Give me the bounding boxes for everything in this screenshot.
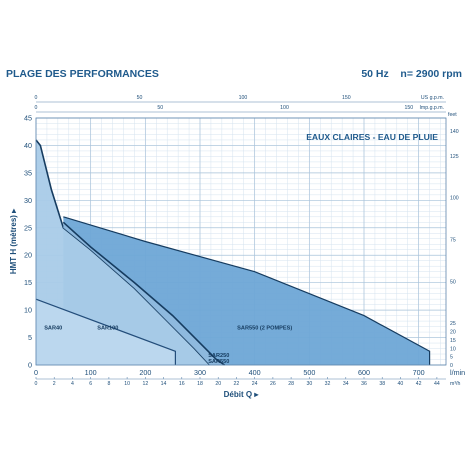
m3h-tick-label: 0 [35, 381, 38, 387]
frequency-label: 50 Hz [361, 68, 389, 80]
x-tick-label: 700 [413, 368, 425, 377]
feet-tick-label: 20 [450, 330, 456, 336]
y-tick-label: 40 [24, 141, 32, 150]
m3h-unit-label: m³/h [450, 381, 460, 387]
m3h-tick-label: 26 [270, 381, 276, 387]
x-tick-label: 200 [139, 368, 151, 377]
m3h-tick-label: 2 [53, 381, 56, 387]
m3h-tick-label: 12 [142, 381, 148, 387]
series-line-3 [62, 221, 226, 366]
y-tick-label: 25 [24, 223, 32, 232]
speed-label: 50 Hz n= 2900 rpm [361, 68, 462, 80]
feet-tick-label: 0 [450, 363, 453, 369]
series-label-4: SAR550 (2 POMPES) [237, 325, 292, 331]
rpm-label: n= 2900 rpm [400, 68, 462, 80]
usgpm-unit-label: US g.p.m. [421, 95, 444, 101]
y-tick-label: 30 [24, 196, 32, 205]
feet-tick-label: 25 [450, 321, 456, 327]
x-tick-label: 600 [358, 368, 370, 377]
m3h-tick-label: 30 [306, 381, 312, 387]
m3h-tick-label: 6 [89, 381, 92, 387]
y-tick-label: 35 [24, 168, 32, 177]
series-label-1: SAR40 [44, 325, 62, 331]
m3h-tick-label: 4 [71, 381, 74, 387]
x-axis-title: Débit Q ▸ [224, 390, 260, 399]
y-tick-label: 45 [24, 114, 32, 123]
feet-tick-label: 140 [450, 129, 459, 135]
m3h-tick-label: 16 [179, 381, 185, 387]
feet-tick-label: 100 [450, 196, 459, 202]
y-tick-label: 15 [24, 278, 32, 287]
impgpm-tick-label: 150 [404, 105, 413, 111]
m3h-tick-label: 20 [215, 381, 221, 387]
usgpm-tick-label: 150 [342, 95, 351, 101]
x-tick-label: 300 [194, 368, 206, 377]
x-tick-label: 0 [34, 368, 38, 377]
series-line-1 [35, 298, 176, 365]
y-tick-label: 20 [24, 251, 32, 260]
y-axis-title: HMT H (mètres) ▸ [9, 208, 18, 274]
x-tick-label: 100 [85, 368, 97, 377]
feet-tick-label: 125 [450, 154, 459, 160]
m3h-tick-label: 32 [325, 381, 331, 387]
y-tick-label: 0 [28, 361, 32, 370]
chart-title: EAUX CLAIRES - EAU DE PLUIE [306, 132, 438, 142]
m3h-tick-label: 24 [252, 381, 258, 387]
feet-tick-label: 10 [450, 346, 456, 352]
page-title: PLAGE DES PERFORMANCES [6, 68, 159, 80]
impgpm-tick-label: 0 [35, 105, 38, 111]
series-area-2 [36, 139, 210, 365]
m3h-tick-label: 8 [107, 381, 110, 387]
m3h-tick-label: 44 [434, 381, 440, 387]
feet-tick-label: 5 [450, 355, 453, 361]
feet-unit-label: feet [448, 112, 457, 118]
series-label-2: SAR100 [97, 325, 118, 331]
m3h-tick-label: 18 [197, 381, 203, 387]
x-tick-label: 400 [249, 368, 261, 377]
series-area-1 [36, 299, 176, 365]
m3h-tick-label: 38 [379, 381, 385, 387]
m3h-tick-label: 22 [234, 381, 240, 387]
x-tick-label: 500 [303, 368, 315, 377]
usgpm-tick-label: 0 [35, 95, 38, 101]
plot-frame [35, 117, 447, 366]
series-label-sar550: SAR550 [208, 359, 229, 365]
feet-tick-label: 75 [450, 238, 456, 244]
x-unit-label: l/min [450, 368, 465, 377]
m3h-tick-label: 36 [361, 381, 367, 387]
m3h-tick-label: 34 [343, 381, 349, 387]
impgpm-tick-label: 100 [280, 105, 289, 111]
impgpm-tick-label: 50 [157, 105, 163, 111]
m3h-tick-label: 14 [161, 381, 167, 387]
feet-tick-label: 15 [450, 338, 456, 344]
feet-tick-label: 50 [450, 279, 456, 285]
m3h-tick-label: 40 [398, 381, 404, 387]
impgpm-unit-label: Imp.g.p.m. [419, 105, 444, 111]
series-label-sar250: SAR250 [208, 353, 229, 359]
usgpm-tick-label: 100 [239, 95, 248, 101]
y-tick-label: 5 [28, 333, 32, 342]
m3h-tick-label: 10 [124, 381, 130, 387]
m3h-tick-label: 28 [288, 381, 294, 387]
series-line-4 [63, 216, 431, 365]
m3h-tick-label: 42 [416, 381, 422, 387]
usgpm-tick-label: 50 [137, 95, 143, 101]
y-tick-label: 10 [24, 306, 32, 315]
